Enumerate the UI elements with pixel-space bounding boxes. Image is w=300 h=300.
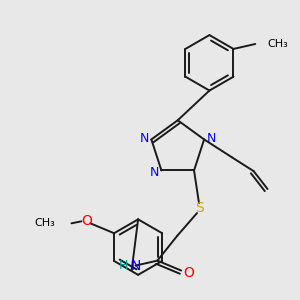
- Text: N: N: [150, 166, 159, 179]
- Text: S: S: [195, 201, 203, 215]
- Text: O: O: [184, 266, 194, 280]
- Text: CH₃: CH₃: [34, 218, 55, 228]
- Text: O: O: [81, 214, 92, 228]
- Text: CH₃: CH₃: [267, 39, 288, 49]
- Text: H: H: [119, 259, 128, 272]
- Text: N: N: [130, 259, 141, 273]
- Text: N: N: [206, 132, 216, 145]
- Text: N: N: [140, 132, 149, 145]
